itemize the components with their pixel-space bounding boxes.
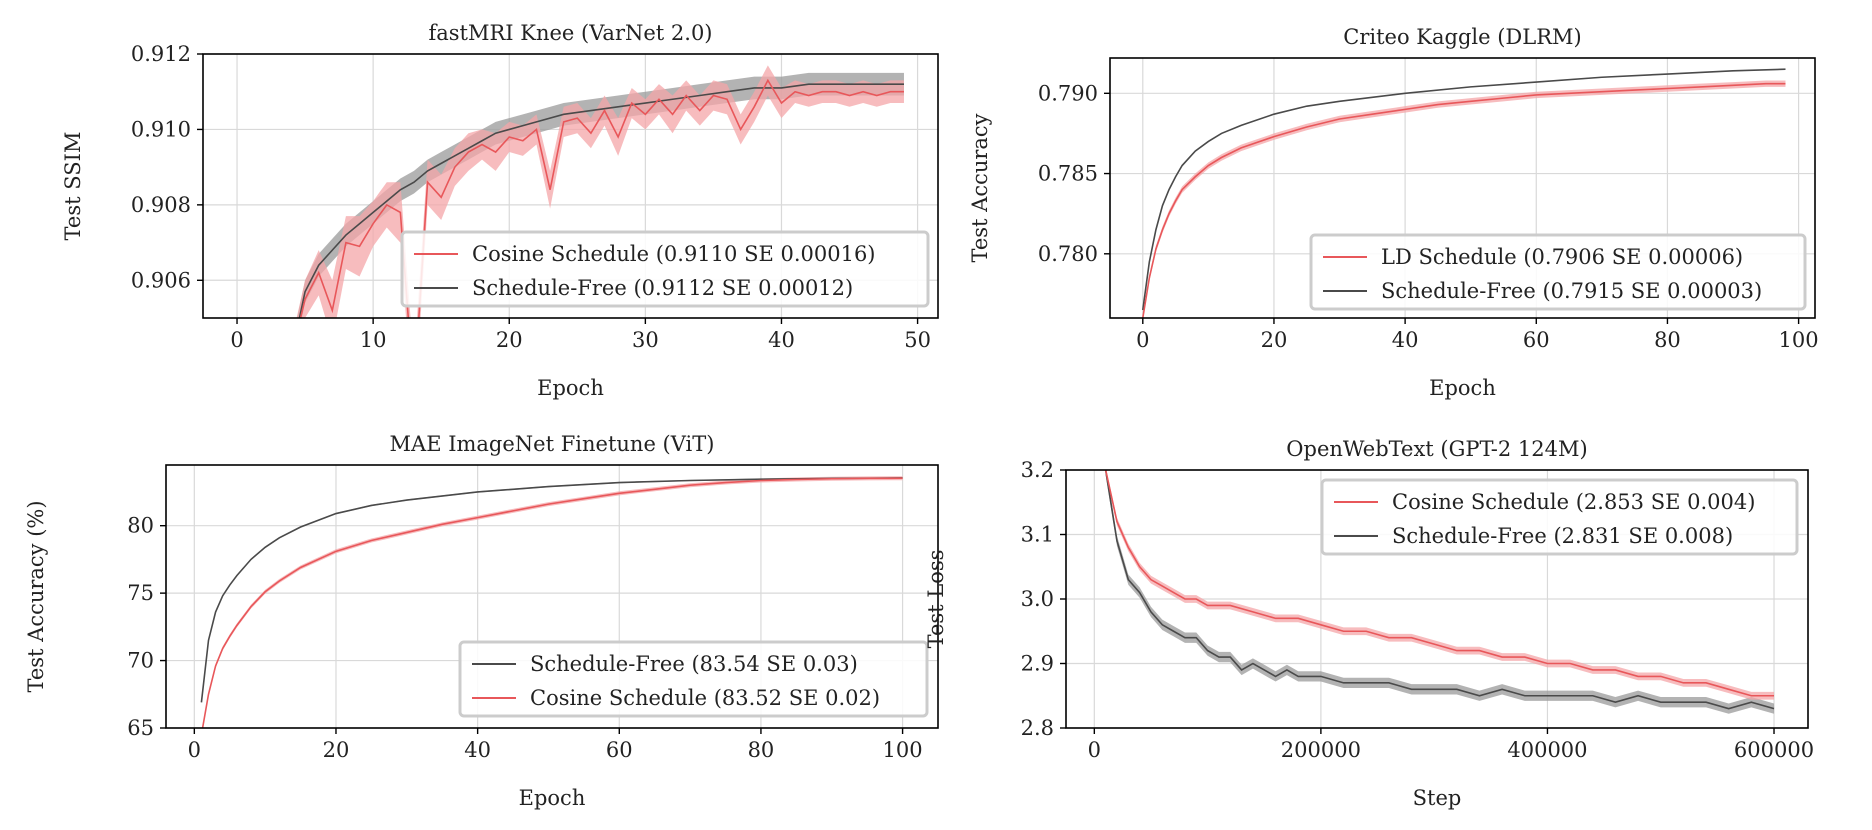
y-tick-label: 75	[127, 581, 154, 605]
series-line-schedule-free	[298, 83, 904, 318]
y-tick-label: 65	[127, 716, 154, 740]
x-tick-label: 20	[1261, 328, 1288, 352]
legend: Cosine Schedule (2.853 SE 0.004) Schedule…	[1320, 478, 1799, 556]
legend-label: Schedule-Free (83.54 SE 0.03)	[530, 652, 858, 676]
x-axis-label: Epoch	[519, 786, 586, 810]
chart-knee: 0 10 20 30 40 50 0.906 0.908 0.910 0.912 fastMRI K…	[61, 21, 939, 400]
legend-box	[1309, 233, 1807, 311]
legend: Cosine Schedule (0.9110 SE 0.00016) Sched…	[400, 230, 930, 308]
x-tick-label: 40	[768, 328, 795, 352]
axes-frame	[202, 53, 939, 319]
x-tick-label: 200000	[1281, 738, 1361, 762]
chart-title: Criteo Kaggle (DLRM)	[1343, 25, 1581, 49]
legend-label: Cosine Schedule (2.853 SE 0.004)	[1392, 490, 1755, 514]
x-tick-label: 0	[230, 328, 243, 352]
chart-title: MAE ImageNet Finetune (ViT)	[390, 432, 715, 456]
series-line-cosine-schedule	[299, 78, 904, 318]
x-tick-label: 600000	[1734, 738, 1814, 762]
x-axis-label: Epoch	[1429, 376, 1496, 400]
chart-title: OpenWebText (GPT-2 124M)	[1286, 437, 1587, 461]
x-tick-label: 80	[1654, 328, 1681, 352]
x-tick-label: 30	[632, 328, 659, 352]
x-tick-label: 80	[748, 738, 775, 762]
x-tick-label: 0	[1136, 328, 1149, 352]
x-tick-label: 60	[606, 738, 633, 762]
y-tick-label: 0.910	[131, 117, 191, 141]
legend: Schedule-Free (83.54 SE 0.03) Cosine Sche…	[458, 640, 929, 718]
series-line-cosine-schedule	[1104, 470, 1775, 697]
chart-mae: 0 20 40 60 80 100 65 70 75 80 MAE ImageNet Finetun…	[24, 432, 939, 810]
legend-label: Schedule-Free (0.7915 SE 0.00003)	[1381, 279, 1762, 303]
legend-label: Cosine Schedule (83.52 SE 0.02)	[530, 686, 880, 710]
y-tick-label: 0.906	[131, 268, 191, 292]
x-tick-label: 40	[464, 738, 491, 762]
series-line-cosine-schedule	[201, 477, 903, 728]
legend-box	[1320, 478, 1799, 556]
y-axis-label: Test Accuracy (%)	[24, 500, 48, 692]
y-tick-label: 0.785	[1038, 162, 1098, 186]
axes-frame	[1109, 57, 1816, 319]
series-line-schedule-free	[1141, 68, 1786, 311]
series-band-cosine-schedule	[296, 65, 904, 318]
legend-label: Schedule-Free (2.831 SE 0.008)	[1392, 524, 1733, 548]
legend-label: Cosine Schedule (0.9110 SE 0.00016)	[472, 242, 876, 266]
x-tick-label: 0	[1088, 738, 1101, 762]
chart-title: fastMRI Knee (VarNet 2.0)	[428, 21, 712, 45]
y-tick-label: 70	[127, 649, 154, 673]
legend: LD Schedule (0.7906 SE 0.00006) Schedule-…	[1309, 233, 1807, 311]
legend-box	[400, 230, 930, 308]
y-tick-label: 0.908	[131, 193, 191, 217]
x-tick-label: 20	[323, 738, 350, 762]
y-tick-label: 2.8	[1021, 716, 1054, 740]
x-tick-label: 0	[188, 738, 201, 762]
y-tick-label: 0.780	[1038, 242, 1098, 266]
y-axis-label: Test Accuracy	[968, 113, 992, 262]
series-line-schedule-free	[200, 477, 903, 703]
x-tick-label: 100	[1779, 328, 1819, 352]
y-tick-label: 3.2	[1021, 458, 1054, 482]
y-tick-label: 3.0	[1021, 587, 1054, 611]
x-tick-label: 100	[883, 738, 923, 762]
legend-box	[458, 640, 929, 718]
y-axis-label: Test Loss	[924, 550, 948, 649]
y-tick-label: 0.790	[1038, 81, 1098, 105]
axes-frame	[165, 464, 939, 729]
x-axis-label: Epoch	[537, 376, 604, 400]
x-tick-label: 50	[904, 328, 931, 352]
x-tick-label: 20	[496, 328, 523, 352]
x-axis-label: Step	[1413, 786, 1462, 810]
legend-label: LD Schedule (0.7906 SE 0.00006)	[1381, 245, 1743, 269]
y-tick-label: 80	[127, 514, 154, 538]
series-line-ld-schedule	[1142, 82, 1786, 318]
x-tick-label: 40	[1392, 328, 1419, 352]
y-tick-label: 0.912	[131, 42, 191, 66]
legend-label: Schedule-Free (0.9112 SE 0.00012)	[472, 276, 853, 300]
series-line-schedule-free	[1104, 470, 1775, 710]
x-tick-label: 60	[1523, 328, 1550, 352]
y-tick-label: 2.9	[1021, 652, 1054, 676]
x-tick-label: 10	[360, 328, 387, 352]
x-tick-label: 400000	[1507, 738, 1587, 762]
y-tick-label: 3.1	[1021, 523, 1054, 547]
chart-owt: 0 200000 400000 600000 2.8 2.9 3.0 3.1 3.2 OpenWe…	[924, 437, 1814, 810]
y-axis-label: Test SSIM	[61, 132, 85, 241]
chart-criteo: 0 20 40 60 80 100 0.780 0.785 0.790 Criteo Kaggle…	[968, 25, 1819, 400]
